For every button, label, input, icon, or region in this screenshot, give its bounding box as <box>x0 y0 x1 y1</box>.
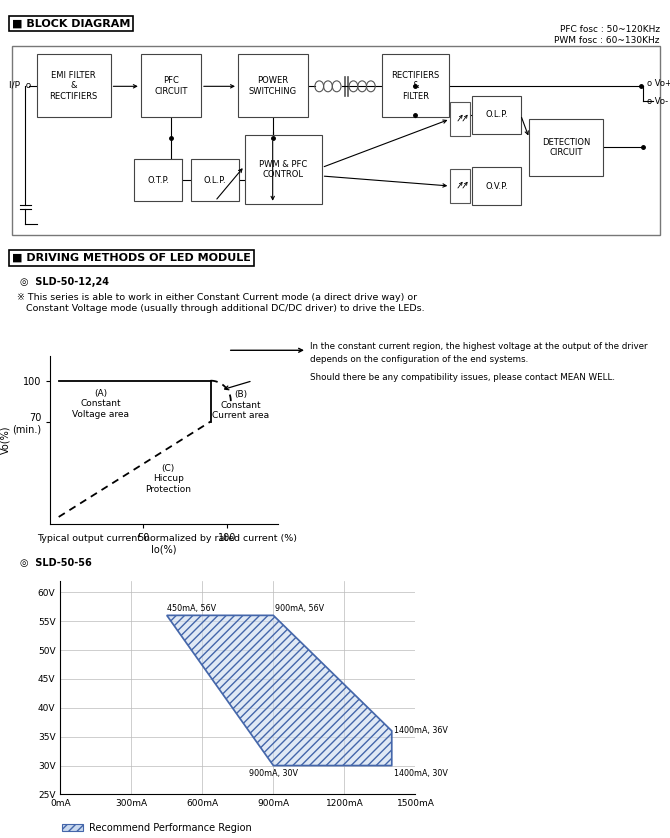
Text: DETECTION
CIRCUIT: DETECTION CIRCUIT <box>542 137 590 158</box>
Text: 900mA, 56V: 900mA, 56V <box>275 604 324 613</box>
FancyBboxPatch shape <box>472 96 521 134</box>
Text: I/P  o: I/P o <box>9 81 31 90</box>
Text: POWER
SWITCHING: POWER SWITCHING <box>249 76 297 96</box>
Y-axis label: Vo(%): Vo(%) <box>1 426 11 454</box>
Text: ◎  SLD-50-12,24: ◎ SLD-50-12,24 <box>20 277 109 287</box>
Text: EMI FILTER
&
RECTIFIERS: EMI FILTER & RECTIFIERS <box>50 71 98 101</box>
Text: (C)
Hiccup
Protection: (C) Hiccup Protection <box>145 464 192 494</box>
FancyBboxPatch shape <box>37 54 111 117</box>
Text: O.T.P.: O.T.P. <box>147 176 169 184</box>
Text: depends on the configuration of the end systems.: depends on the configuration of the end … <box>310 355 528 365</box>
Text: Should there be any compatibility issues, please contact MEAN WELL.: Should there be any compatibility issues… <box>310 373 614 382</box>
Text: O.V.P.: O.V.P. <box>485 182 508 190</box>
FancyBboxPatch shape <box>382 54 449 117</box>
FancyBboxPatch shape <box>134 159 182 201</box>
Text: ◎  SLD-50-56: ◎ SLD-50-56 <box>20 558 92 568</box>
Text: PFC
CIRCUIT: PFC CIRCUIT <box>154 76 188 96</box>
Text: ■ DRIVING METHODS OF LED MODULE: ■ DRIVING METHODS OF LED MODULE <box>12 253 251 263</box>
Text: o Vo+: o Vo+ <box>647 80 670 88</box>
Legend: Recommend Performance Region: Recommend Performance Region <box>58 819 256 836</box>
FancyBboxPatch shape <box>450 169 470 203</box>
Text: ■ BLOCK DIAGRAM: ■ BLOCK DIAGRAM <box>12 18 131 28</box>
Text: RECTIFIERS
&
FILTER: RECTIFIERS & FILTER <box>391 71 440 101</box>
Text: 450mA, 56V: 450mA, 56V <box>168 604 216 613</box>
FancyBboxPatch shape <box>450 102 470 136</box>
FancyBboxPatch shape <box>191 159 239 201</box>
FancyBboxPatch shape <box>141 54 201 117</box>
FancyBboxPatch shape <box>245 135 322 204</box>
Text: 1400mA, 30V: 1400mA, 30V <box>394 769 448 778</box>
FancyBboxPatch shape <box>529 119 603 176</box>
Text: O.L.P.: O.L.P. <box>204 176 226 184</box>
Polygon shape <box>167 615 392 766</box>
X-axis label: Io(%): Io(%) <box>151 544 177 554</box>
Text: PFC fosc : 50~120KHz
PWM fosc : 60~130KHz: PFC fosc : 50~120KHz PWM fosc : 60~130KH… <box>555 25 660 44</box>
Text: In the constant current region, the highest voltage at the output of the driver: In the constant current region, the high… <box>310 342 647 351</box>
FancyBboxPatch shape <box>238 54 308 117</box>
Text: 900mA, 30V: 900mA, 30V <box>249 769 298 778</box>
Text: Typical output current normalized by rated current (%): Typical output current normalized by rat… <box>37 534 297 543</box>
Text: o Vo-: o Vo- <box>647 97 669 106</box>
Text: ※ This series is able to work in either Constant Current mode (a direct drive wa: ※ This series is able to work in either … <box>17 293 424 313</box>
FancyBboxPatch shape <box>472 167 521 205</box>
Text: O.L.P.: O.L.P. <box>485 111 508 119</box>
Text: PWM & PFC
CONTROL: PWM & PFC CONTROL <box>259 159 308 179</box>
Text: (A)
Constant
Voltage area: (A) Constant Voltage area <box>72 389 129 419</box>
Text: (B)
Constant
Current area: (B) Constant Current area <box>212 391 269 420</box>
Text: 1400mA, 36V: 1400mA, 36V <box>394 727 448 736</box>
